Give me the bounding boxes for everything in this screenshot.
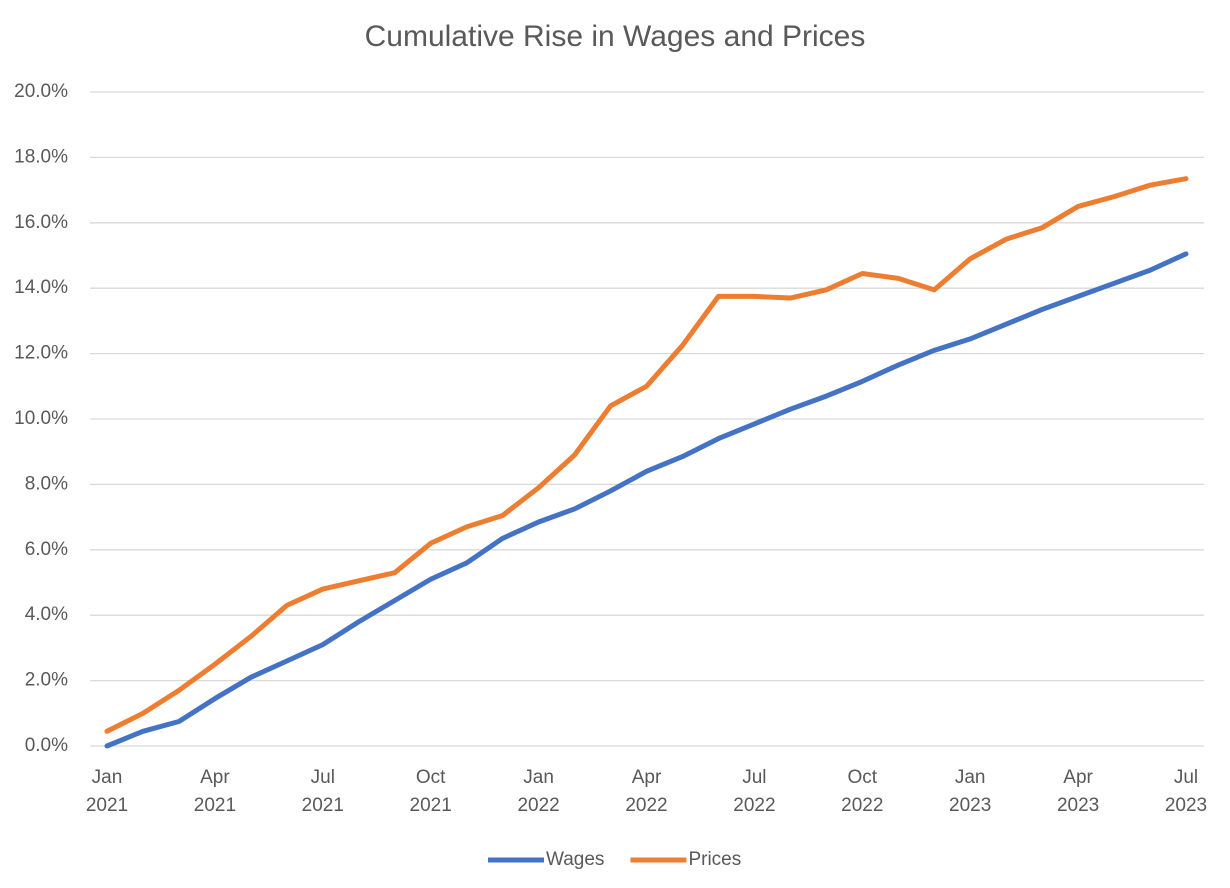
x-tick-label: Jul 2021 [301, 767, 344, 816]
y-tick-label: 2.0% [25, 670, 68, 691]
y-tick-label: 8.0% [25, 473, 68, 494]
x-tick-label: Apr 2023 [1056, 767, 1100, 816]
x-tick-label: Jul 2022 [733, 767, 776, 816]
y-tick-label: 10.0% [14, 408, 68, 429]
y-tick-label: 14.0% [14, 277, 68, 298]
x-tick-label: Oct 2022 [841, 767, 884, 816]
legend-label: Prices [688, 849, 741, 870]
y-tick-label: 0.0% [25, 735, 68, 756]
x-tick-label: Jan 2022 [517, 767, 560, 816]
y-tick-label: 12.0% [14, 343, 68, 364]
y-tick-label: 16.0% [14, 212, 68, 233]
x-tick-label: Apr 2022 [625, 767, 668, 816]
y-tick-label: 6.0% [25, 539, 68, 560]
x-tick-label: Jul 2023 [1164, 767, 1208, 816]
y-tick-label: 4.0% [25, 604, 68, 625]
y-tick-label: 18.0% [14, 146, 68, 167]
x-tick-label: Jan 2023 [949, 767, 992, 816]
chart-title: Cumulative Rise in Wages and Prices [365, 20, 866, 53]
line-series [104, 176, 1189, 734]
y-tick-label: 20.0% [14, 81, 68, 102]
x-tick-label: Oct 2021 [409, 767, 452, 816]
line-series [104, 251, 1189, 749]
x-tick-label: Apr 2021 [193, 767, 237, 816]
x-tick-label: Jan 2021 [85, 767, 129, 816]
legend-label: Wages [546, 849, 604, 870]
